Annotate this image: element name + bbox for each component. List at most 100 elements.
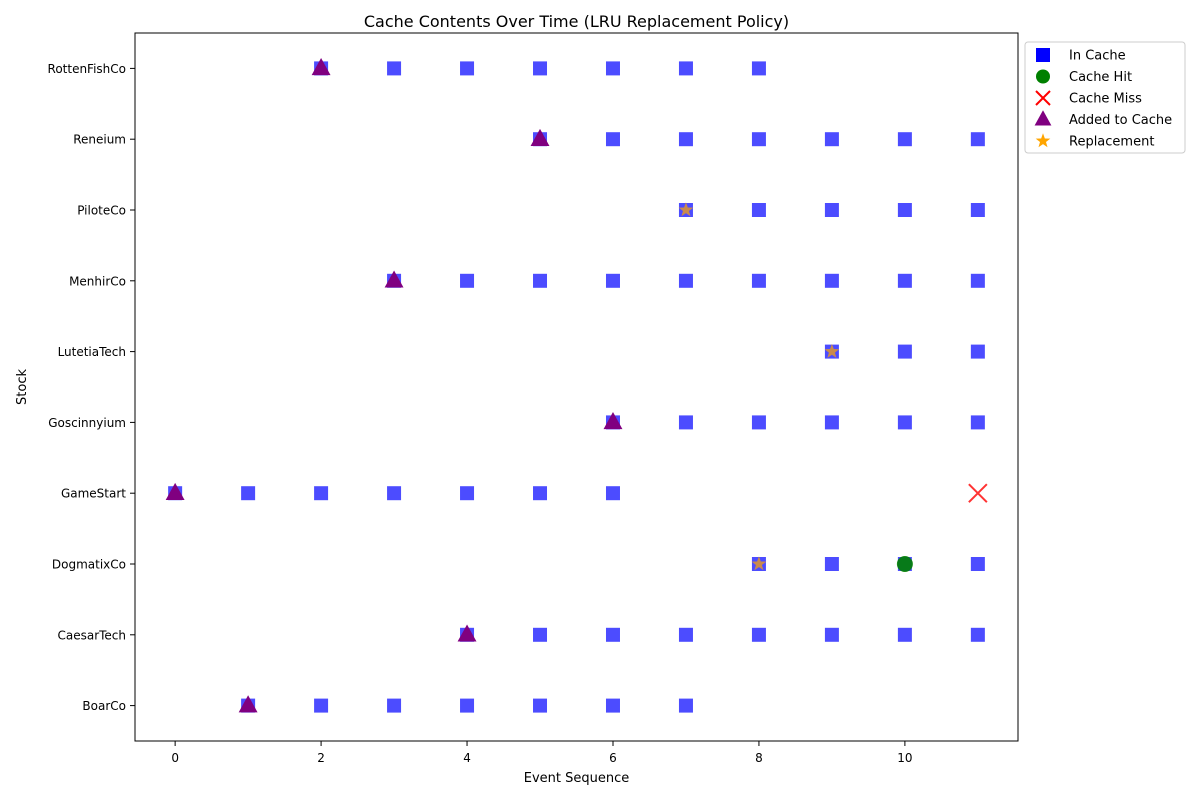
y-tick-label: PiloteCo (77, 204, 126, 218)
in-cache-point (387, 698, 402, 713)
y-axis-ticks: BoarCo CaesarTech DogmatixCo GameStart Gosci… (48, 62, 135, 713)
in-cache-point (824, 415, 839, 430)
in-cache-point (678, 627, 693, 642)
y-tick-label: LutetiaTech (58, 345, 126, 359)
in-cache-point (533, 61, 548, 76)
in-cache-point (460, 61, 475, 76)
legend-marker-added-to-cache (1034, 110, 1052, 126)
in-cache-point (970, 203, 985, 217)
x-tick-label: 6 (609, 751, 617, 765)
x-tick-label: 4 (463, 751, 471, 765)
in-cache-point (678, 132, 693, 147)
legend: In Cache Cache Hit Cache Miss Added to Cach… (1024, 41, 1186, 154)
y-tick-label: RottenFishCo (48, 62, 126, 76)
in-cache-point (897, 132, 912, 147)
legend-label: In Cache (1069, 49, 1126, 64)
in-cache-point (605, 61, 620, 76)
in-cache-point (824, 627, 839, 642)
in-cache-point (751, 203, 766, 217)
in-cache-point (678, 61, 693, 76)
x-tick-label: 0 (171, 751, 179, 765)
y-tick-label: DogmatixCo (52, 558, 126, 572)
in-cache-point (897, 627, 912, 642)
in-cache-point (605, 698, 620, 713)
legend-label: Cache Miss (1069, 92, 1142, 107)
in-cache-point (314, 698, 329, 713)
in-cache-point (897, 415, 912, 430)
y-tick-label: BoarCo (82, 699, 126, 713)
added-to-cache-point (457, 624, 477, 642)
added-to-cache-point (530, 128, 550, 146)
in-cache-point (824, 132, 839, 147)
added-to-cache-point (165, 482, 185, 500)
replacement-point (824, 343, 840, 358)
x-axis-ticks: 0 2 4 6 8 10 (171, 741, 913, 765)
y-axis-label: Stock (15, 369, 30, 405)
in-cache-point (605, 132, 620, 147)
added-to-cache-point (238, 695, 258, 713)
in-cache-point (533, 486, 548, 501)
y-tick-label: Reneium (73, 133, 126, 147)
in-cache-point (970, 344, 985, 359)
x-tick-label: 10 (897, 751, 912, 765)
in-cache-point (751, 415, 766, 430)
in-cache-point (751, 273, 766, 288)
in-cache-point (460, 486, 475, 501)
x-tick-label: 2 (317, 751, 325, 765)
plot-background (135, 33, 1018, 741)
in-cache-point (314, 486, 329, 501)
in-cache-point (678, 698, 693, 713)
y-tick-label: CaesarTech (57, 628, 126, 642)
in-cache-point (605, 486, 620, 501)
x-tick-label: 8 (755, 751, 763, 765)
in-cache-point (751, 132, 766, 147)
x-axis-label: Event Sequence (524, 771, 630, 786)
in-cache-point (897, 273, 912, 288)
data-marks (165, 58, 988, 713)
replacement-point (678, 202, 694, 217)
in-cache-point (387, 486, 402, 501)
in-cache-point (897, 203, 912, 217)
legend-marker-replacement (1035, 133, 1051, 148)
in-cache-point (970, 132, 985, 147)
in-cache-point (970, 273, 985, 288)
legend-marker-cache-miss (1035, 90, 1051, 106)
legend-label: Cache Hit (1069, 70, 1132, 85)
legend-marker-in-cache (1036, 48, 1050, 62)
plot-frame (134, 32, 1019, 742)
in-cache-point (387, 61, 402, 76)
legend-label: Added to Cache (1069, 113, 1172, 128)
in-cache-point (533, 627, 548, 642)
chart-title: Cache Contents Over Time (LRU Replacemen… (364, 12, 789, 31)
in-cache-point (824, 273, 839, 288)
in-cache-point (824, 557, 839, 571)
y-tick-label: GameStart (61, 487, 126, 501)
cache-hit-point (896, 556, 913, 572)
in-cache-point (678, 273, 693, 288)
in-cache-point (751, 61, 766, 76)
in-cache-point (460, 273, 475, 288)
in-cache-point (678, 415, 693, 430)
in-cache-point (460, 698, 475, 713)
in-cache-point (897, 344, 912, 359)
added-to-cache-point (311, 58, 331, 76)
legend-marker-cache-hit (1036, 69, 1050, 84)
in-cache-point (824, 203, 839, 217)
in-cache-point (970, 415, 985, 430)
legend-label: Replacement (1069, 135, 1154, 150)
in-cache-point (605, 627, 620, 642)
in-cache-point (970, 557, 985, 571)
legend-frame (1024, 41, 1186, 154)
in-cache-point (605, 273, 620, 288)
y-tick-label: Goscinnyium (48, 416, 126, 430)
replacement-point (751, 556, 767, 571)
added-to-cache-point (384, 270, 404, 288)
in-cache-point (751, 627, 766, 642)
in-cache-point (241, 486, 256, 501)
in-cache-point (533, 698, 548, 713)
cache-miss-point (968, 483, 988, 503)
y-tick-label: MenhirCo (69, 274, 126, 288)
in-cache-point (970, 627, 985, 642)
in-cache-point (533, 273, 548, 288)
